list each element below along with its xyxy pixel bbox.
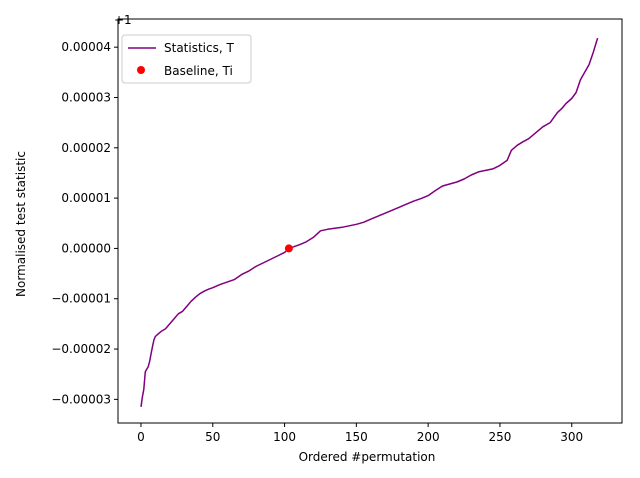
y-tick-label: 0.00004	[61, 40, 111, 54]
x-tick-label: 150	[345, 430, 368, 444]
y-tick-label: 0.00003	[61, 90, 111, 104]
y-tick-label: −0.00001	[51, 292, 111, 306]
x-tick-label: 300	[560, 430, 583, 444]
y-axis: −0.00003 −0.00002 −0.00001 0.00000 0.00001 0.…	[51, 40, 118, 406]
y-tick-label: −0.00002	[51, 342, 111, 356]
plot-area	[118, 19, 622, 423]
x-tick-label: 0	[137, 430, 145, 444]
x-tick-label: 250	[488, 430, 511, 444]
y-tick-label: −0.00003	[51, 392, 111, 406]
y-axis-label: Normalised test statistic	[14, 151, 28, 297]
x-axis: 0 50 100 150 200 250 300	[137, 423, 583, 444]
legend-frame	[121, 34, 252, 84]
series-layer	[140, 37, 599, 408]
y-offset-text: +1	[114, 13, 132, 27]
y-tick-label: 0.00001	[61, 191, 111, 205]
series-line-statistics	[140, 37, 599, 408]
y-tick-label: 0.00000	[61, 241, 111, 255]
y-tick-label: 0.00002	[61, 141, 111, 155]
legend: Statistics, T Baseline, Ti	[121, 34, 252, 84]
plot-frame	[117, 18, 623, 424]
x-axis-label: Ordered #permutation	[299, 450, 436, 464]
x-tick-label: 200	[417, 430, 440, 444]
legend-label-statistics: Statistics, T	[164, 41, 234, 55]
x-tick-label: 50	[205, 430, 220, 444]
baseline-point	[284, 244, 293, 253]
legend-point-swatch	[137, 66, 145, 74]
x-tick-label: 100	[273, 430, 296, 444]
legend-label-baseline: Baseline, Ti	[164, 64, 233, 78]
